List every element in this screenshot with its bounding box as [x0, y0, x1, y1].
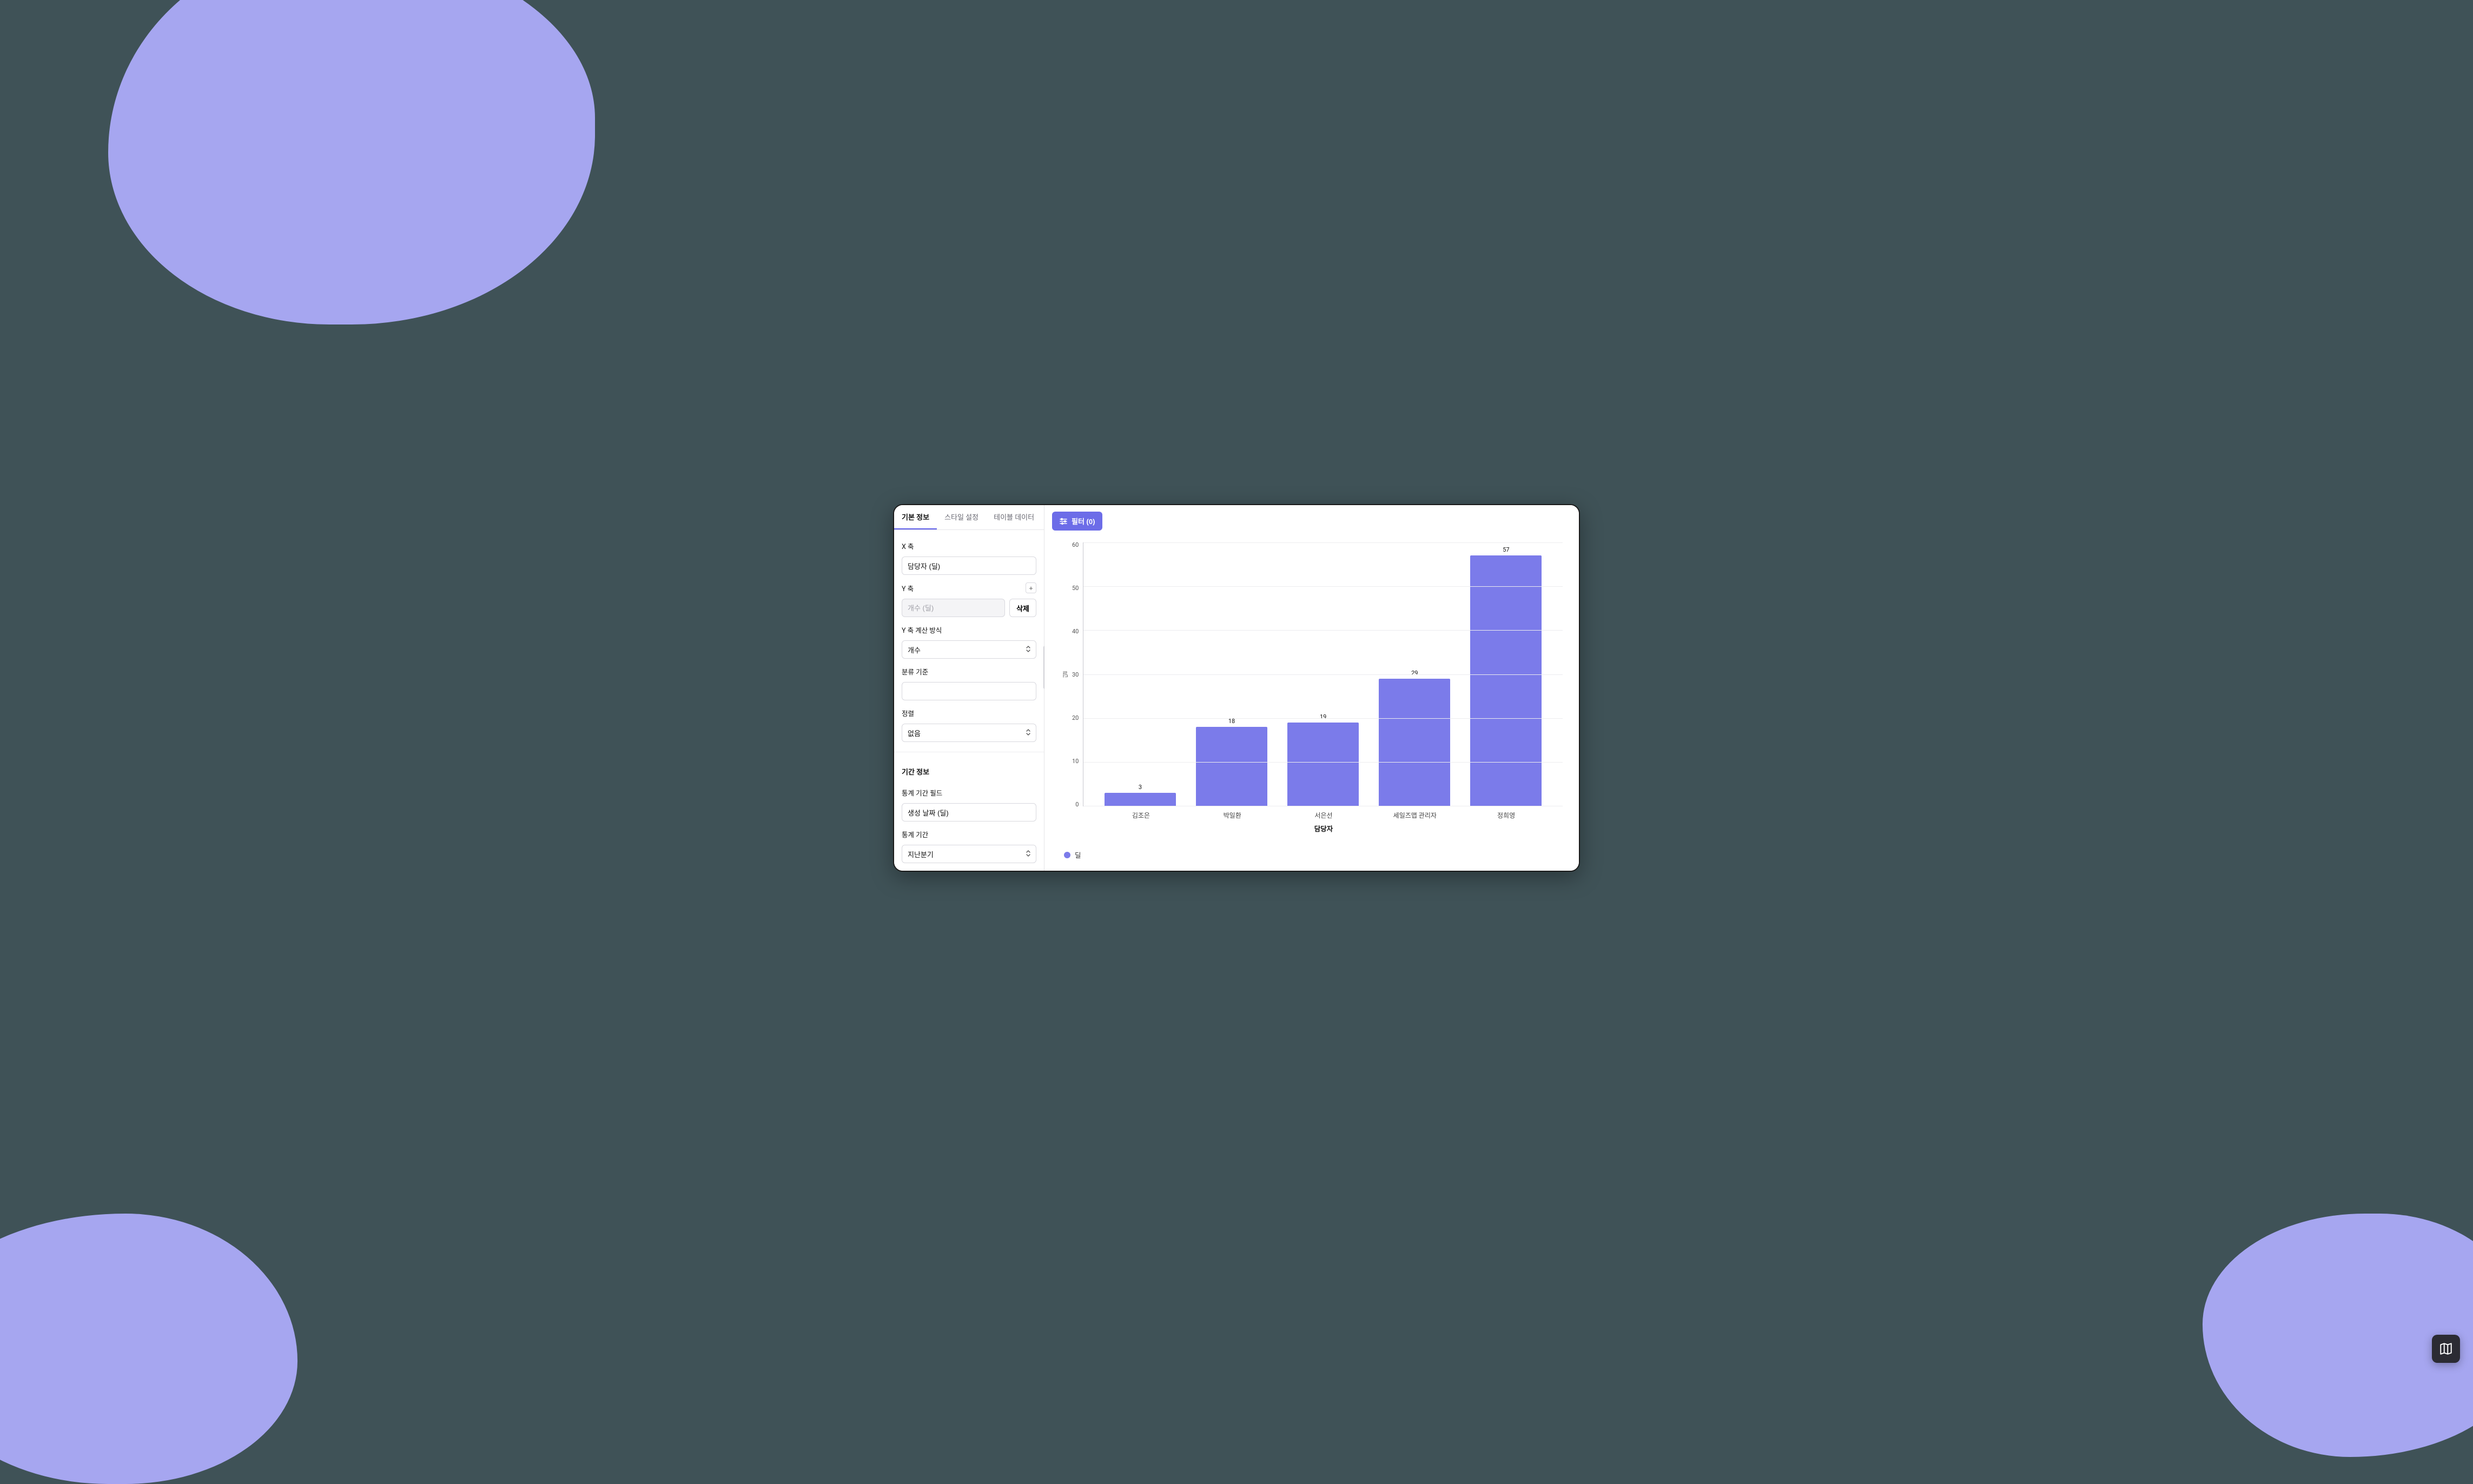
bar[interactable] [1105, 793, 1176, 806]
x-tick-label: 정희영 [1460, 811, 1552, 820]
y-axis-title: 딜 [1061, 671, 1070, 678]
y-axis: 6050403020100 [1072, 542, 1083, 806]
sort-select[interactable] [902, 724, 1036, 742]
filter-icon [1060, 518, 1067, 525]
groupby-input[interactable] [902, 682, 1036, 700]
bar[interactable] [1470, 555, 1542, 806]
bg-blob [108, 0, 595, 324]
x-tick-label: 서은선 [1278, 811, 1370, 820]
map-icon-chip[interactable] [2432, 1335, 2460, 1363]
period-range-label: 통계 기간 [902, 829, 1036, 839]
tab-basic-info[interactable]: 기본 정보 [894, 505, 937, 529]
gridline [1083, 674, 1563, 675]
gridline [1083, 542, 1563, 543]
groupby-label: 분류 기준 [902, 666, 1036, 677]
bar[interactable] [1379, 679, 1450, 806]
bar[interactable] [1287, 723, 1359, 806]
x-tick-label: 세일즈맵 관리자 [1369, 811, 1460, 820]
app-window: 기본 정보 스타일 설정 테이블 데이터 X 축 Y 축 + 삭제 Y 축 계산… [893, 504, 1580, 872]
chart-area: 딜 6050403020100 3 18 19 29 57 김조은박일환서은선세일즈맵 … [1044, 537, 1579, 871]
x-axis-input[interactable] [902, 556, 1036, 575]
chart-legend: 딜 [1061, 850, 1563, 860]
y-calc-label: Y 축 계산 방식 [902, 625, 1036, 635]
chart-plot: 3 18 19 29 57 [1083, 542, 1563, 806]
main-panel: 필터 (0) 딜 6050403020100 3 18 19 29 57 김조은박일환서… [1044, 505, 1579, 871]
delete-y-axis-button[interactable]: 삭제 [1009, 599, 1036, 617]
bar[interactable] [1196, 727, 1267, 806]
sidebar-form: X 축 Y 축 + 삭제 Y 축 계산 방식 분류 기준 정렬 [894, 530, 1044, 871]
legend-label: 딜 [1075, 850, 1081, 860]
main-toolbar: 필터 (0) [1044, 505, 1579, 537]
sidebar: 기본 정보 스타일 설정 테이블 데이터 X 축 Y 축 + 삭제 Y 축 계산… [894, 505, 1044, 871]
x-tick-label: 김조은 [1095, 811, 1187, 820]
gridline [1083, 718, 1563, 719]
tab-style-settings[interactable]: 스타일 설정 [937, 505, 986, 529]
filter-button[interactable]: 필터 (0) [1052, 512, 1102, 531]
filter-button-label: 필터 (0) [1072, 516, 1095, 526]
x-axis: 김조은박일환서은선세일즈맵 관리자정희영 [1061, 811, 1563, 820]
bar-value-label: 29 [1411, 670, 1418, 677]
period-field-label: 통계 기간 필드 [902, 787, 1036, 798]
tab-table-data[interactable]: 테이블 데이터 [986, 505, 1042, 529]
bar-value-label: 3 [1139, 784, 1142, 791]
add-y-axis-button[interactable]: + [1026, 582, 1036, 593]
map-icon [2439, 1342, 2453, 1356]
y-axis-label: Y 축 [902, 583, 914, 593]
bar-value-label: 57 [1503, 546, 1509, 553]
bg-blob [0, 1214, 297, 1484]
y-calc-select[interactable] [902, 640, 1036, 659]
gridline [1083, 630, 1563, 631]
period-section-title: 기간 정보 [902, 766, 1036, 777]
period-range-select[interactable] [902, 845, 1036, 863]
x-axis-title: 담당자 [1061, 823, 1563, 833]
x-tick-label: 박일환 [1187, 811, 1278, 820]
gridline [1083, 762, 1563, 763]
y-axis-input[interactable] [902, 599, 1005, 617]
x-axis-label: X 축 [902, 541, 1036, 551]
bar-value-label: 19 [1320, 713, 1326, 720]
bg-blob [2203, 1214, 2473, 1457]
bar-chart: 딜 6050403020100 3 18 19 29 57 [1061, 542, 1563, 806]
gridline [1083, 586, 1563, 587]
sort-label: 정렬 [902, 708, 1036, 718]
bar-value-label: 18 [1228, 718, 1235, 725]
sidebar-tabs: 기본 정보 스타일 설정 테이블 데이터 [894, 505, 1044, 530]
period-field-input[interactable] [902, 803, 1036, 822]
legend-swatch [1064, 852, 1070, 858]
